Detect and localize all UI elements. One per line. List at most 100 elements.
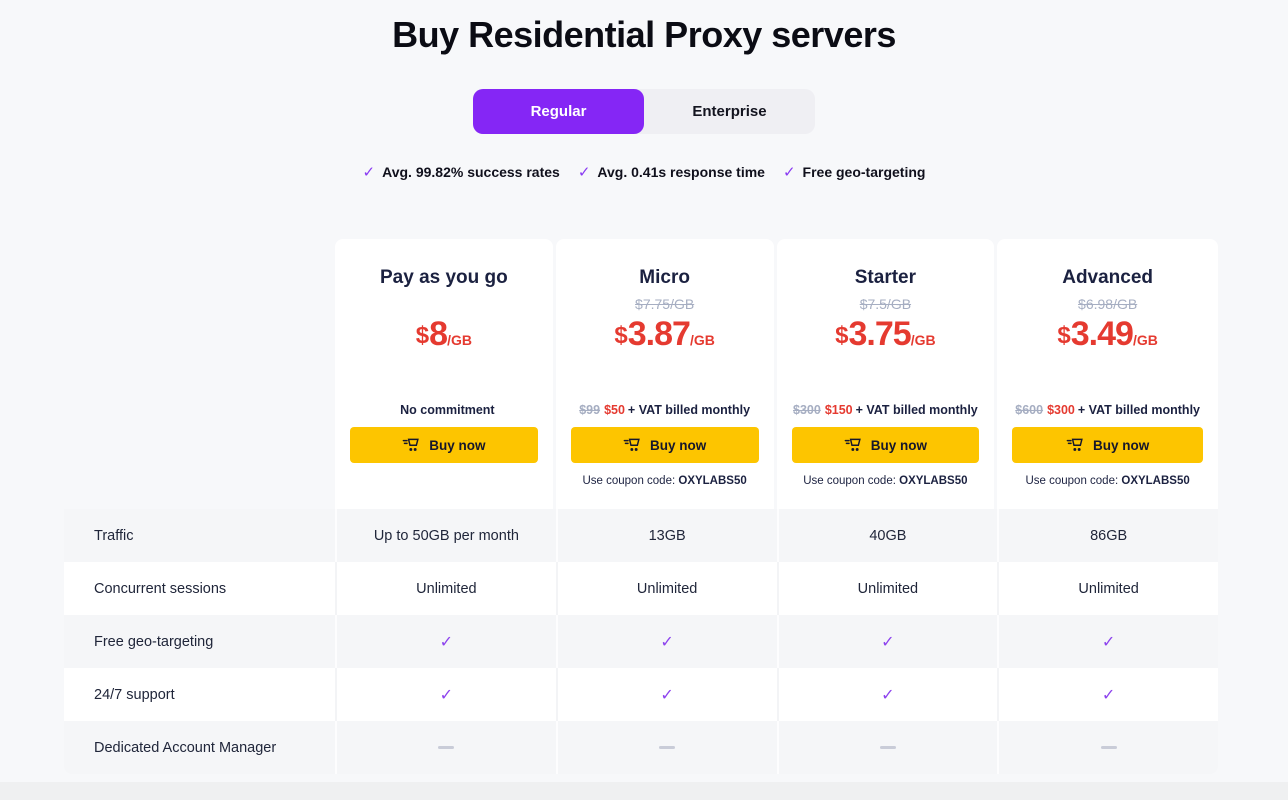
note-text: + VAT billed monthly bbox=[855, 403, 978, 417]
table-cell: Unlimited bbox=[335, 562, 556, 615]
buy-now-button[interactable]: Buy now bbox=[1012, 427, 1203, 463]
cart-icon bbox=[623, 438, 640, 451]
coupon-code: OXYLABS50 bbox=[1121, 475, 1190, 487]
table-cell: 86GB bbox=[997, 509, 1218, 562]
row-label: Traffic bbox=[64, 509, 335, 562]
table-row-concurrent-sessions: Concurrent sessions Unlimited Unlimited … bbox=[64, 562, 1218, 615]
price-unit: /GB bbox=[910, 332, 936, 348]
page-title: Buy Residential Proxy servers bbox=[392, 14, 896, 55]
plan-cards-row: Pay as you go $8/GB No commitment Buy no… bbox=[64, 239, 1218, 509]
dash-icon bbox=[879, 746, 896, 749]
row-label: Dedicated Account Manager bbox=[64, 721, 335, 774]
note-text: No commitment bbox=[400, 403, 495, 417]
plan-old-price bbox=[335, 296, 553, 313]
plan-price: $3.49/GB bbox=[997, 316, 1218, 359]
coupon-text: Use coupon code: OXYLABS50 bbox=[777, 475, 995, 488]
feature-label: Avg. 0.41s response time bbox=[597, 164, 765, 180]
check-icon: ✓ bbox=[362, 163, 376, 181]
check-icon: ✓ bbox=[660, 633, 674, 651]
buy-now-button[interactable]: Buy now bbox=[350, 427, 538, 463]
note-text: + VAT billed monthly bbox=[1077, 403, 1200, 417]
price-unit: /GB bbox=[689, 332, 715, 348]
check-icon: ✓ bbox=[439, 633, 454, 651]
check-icon: ✓ bbox=[1101, 686, 1116, 704]
price-unit: /GB bbox=[1132, 332, 1158, 348]
buy-now-button[interactable]: Buy now bbox=[570, 427, 759, 463]
price-unit: /GB bbox=[447, 332, 472, 348]
note-text: + VAT billed monthly bbox=[627, 403, 751, 417]
note-old-price: $99 bbox=[579, 403, 601, 417]
buy-now-button[interactable]: Buy now bbox=[791, 427, 980, 463]
price-currency: $ bbox=[835, 322, 849, 349]
table-cell: 40GB bbox=[776, 509, 998, 562]
buy-now-label: Buy now bbox=[1093, 437, 1150, 453]
plan-old-price: $6.98/GB bbox=[1078, 296, 1138, 312]
plan-note: $99 $50 + VAT billed monthly bbox=[556, 403, 774, 418]
buy-now-label: Buy now bbox=[429, 437, 486, 453]
coupon-text: Use coupon code: OXYLABS50 bbox=[556, 475, 774, 488]
feature-item: ✓ Avg. 0.41s response time bbox=[578, 164, 765, 180]
cards-row-spacer bbox=[64, 239, 335, 509]
note-old-price: $600 bbox=[1015, 403, 1044, 417]
plan-note: $300 $150 + VAT billed monthly bbox=[777, 403, 995, 418]
feature-item: ✓ Avg. 99.82% success rates bbox=[363, 164, 560, 180]
dash-icon bbox=[1100, 746, 1117, 749]
toggle-regular[interactable]: Regular bbox=[473, 89, 644, 134]
coupon-prefix: Use coupon code: bbox=[1025, 475, 1122, 487]
plan-name: Pay as you go bbox=[379, 267, 508, 288]
dash-icon bbox=[438, 746, 455, 749]
plan-name: Advanced bbox=[1062, 267, 1154, 288]
plan-old-price: $7.75/GB bbox=[635, 296, 695, 312]
table-row-free-geo-targeting: Free geo-targeting ✓ ✓ ✓ ✓ bbox=[64, 615, 1218, 668]
feature-highlights: ✓ Avg. 99.82% success rates ✓ Avg. 0.41s… bbox=[0, 164, 1288, 180]
note-sale-price: $50 bbox=[604, 403, 625, 417]
plan-type-toggle: Regular Enterprise bbox=[473, 89, 815, 134]
table-cell: 13GB bbox=[555, 509, 777, 562]
check-icon: ✓ bbox=[782, 163, 796, 181]
note-sale-price: $150 bbox=[824, 403, 853, 417]
plan-card-micro: Micro $7.75/GB $3.87/GB $99 $50 + VAT bill… bbox=[555, 239, 774, 509]
plan-old-price: $7.5/GB bbox=[859, 296, 912, 312]
row-label: 24/7 support bbox=[64, 668, 335, 721]
row-label: Concurrent sessions bbox=[64, 562, 335, 615]
price-value: 3.49 bbox=[1070, 315, 1134, 353]
check-icon: ✓ bbox=[660, 686, 674, 704]
check-icon: ✓ bbox=[881, 633, 895, 651]
coupon-code: OXYLABS50 bbox=[678, 475, 747, 487]
note-old-price: $300 bbox=[793, 403, 821, 417]
coupon-prefix: Use coupon code: bbox=[582, 475, 679, 487]
coupon-text: Use coupon code: OXYLABS50 bbox=[997, 475, 1218, 488]
plan-card-pay-as-you-go: Pay as you go $8/GB No commitment Buy no… bbox=[335, 239, 553, 509]
row-label: Free geo-targeting bbox=[64, 615, 335, 668]
check-icon: ✓ bbox=[1101, 633, 1116, 651]
table-cell: Unlimited bbox=[555, 562, 777, 615]
plan-price: $3.87/GB bbox=[556, 316, 774, 359]
feature-item: ✓ Free geo-targeting bbox=[783, 164, 925, 180]
feature-label: Free geo-targeting bbox=[802, 164, 926, 180]
plan-note: $600 $300 + VAT billed monthly bbox=[997, 403, 1218, 418]
dash-icon bbox=[659, 746, 676, 749]
cart-icon bbox=[1066, 438, 1083, 451]
cart-icon bbox=[402, 438, 420, 451]
table-row-dedicated-account-manager: Dedicated Account Manager bbox=[64, 721, 1218, 774]
price-currency: $ bbox=[1057, 322, 1071, 349]
plan-card-advanced: Advanced $6.98/GB $3.49/GB $600 $300 + VAT… bbox=[997, 239, 1218, 509]
plan-card-starter: Starter $7.5/GB $3.75/GB $300 $150 + VAT b… bbox=[776, 239, 995, 509]
coupon-code: OXYLABS50 bbox=[899, 475, 968, 487]
price-currency: $ bbox=[415, 322, 430, 349]
price-value: 8 bbox=[429, 315, 448, 353]
pricing-section: Pay as you go $8/GB No commitment Buy no… bbox=[64, 239, 1218, 774]
feature-label: Avg. 99.82% success rates bbox=[382, 164, 560, 180]
table-cell: Unlimited bbox=[997, 562, 1218, 615]
check-icon: ✓ bbox=[881, 686, 895, 704]
toggle-enterprise[interactable]: Enterprise bbox=[644, 89, 815, 134]
note-sale-price: $300 bbox=[1047, 403, 1075, 417]
check-icon: ✓ bbox=[577, 163, 591, 181]
table-cell: Up to 50GB per month bbox=[335, 509, 556, 562]
next-section-edge bbox=[0, 782, 1288, 800]
plan-price: $8/GB bbox=[335, 316, 553, 359]
plan-note: No commitment bbox=[335, 403, 553, 418]
buy-now-label: Buy now bbox=[870, 437, 927, 453]
table-cell: Unlimited bbox=[776, 562, 998, 615]
buy-now-label: Buy now bbox=[650, 437, 707, 453]
